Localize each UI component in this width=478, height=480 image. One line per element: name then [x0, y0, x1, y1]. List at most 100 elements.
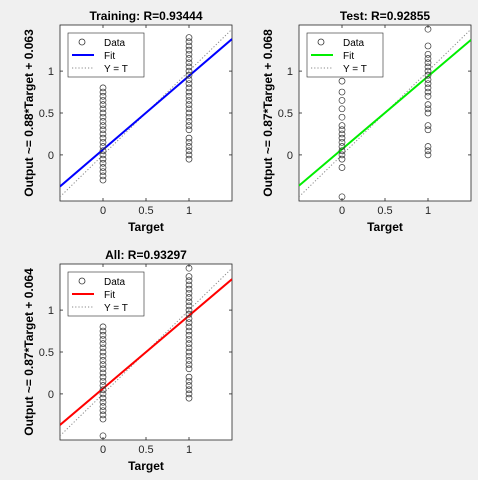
data-point: [424, 50, 432, 58]
x-tick-label: 0: [339, 205, 345, 217]
data-point: [185, 38, 193, 46]
data-point: [99, 415, 107, 423]
data-point: [338, 143, 346, 150]
data-point: [185, 336, 193, 343]
data-point: [338, 151, 346, 159]
data-point: [99, 105, 107, 113]
data-point: [185, 92, 193, 100]
data-point: [185, 155, 193, 163]
data-point: [99, 109, 107, 117]
legend: Data Fit Y = T: [306, 32, 384, 78]
data-point: [185, 382, 193, 389]
legend-fit-label: Fit: [104, 51, 115, 62]
data-point: [99, 92, 107, 100]
data-point: [185, 390, 193, 398]
legend: Data Fit Y = T: [67, 271, 145, 317]
data-point: [424, 59, 432, 67]
legend-data-label: Data: [104, 38, 126, 49]
data-point: [99, 344, 107, 352]
data-point: [99, 357, 107, 364]
y-tick-label: 1: [287, 66, 293, 78]
data-point: [99, 147, 107, 155]
data-point: [99, 155, 107, 163]
data-point: [185, 50, 193, 58]
data-point: [338, 88, 346, 96]
data-point: [99, 323, 107, 331]
plot-title: All: R=0.93297: [105, 248, 187, 262]
data-point: [99, 122, 107, 129]
data-point: [99, 331, 107, 339]
legend: Data Fit Y = T: [67, 32, 145, 78]
data-point: [185, 84, 193, 92]
data-point: [99, 377, 107, 385]
y-tick-label: 0: [287, 150, 293, 162]
legend-fit-label: Fit: [343, 51, 354, 62]
data-point: [185, 118, 193, 125]
data-point: [99, 382, 107, 389]
data-point: [185, 348, 193, 356]
data-point: [424, 105, 432, 113]
data-point: [99, 130, 107, 138]
data-point: [185, 126, 193, 134]
data-point: [185, 80, 193, 88]
y-tick-label: 0.5: [39, 108, 54, 120]
data-point: [185, 122, 193, 129]
data-point: [99, 118, 107, 125]
data-point: [338, 147, 346, 155]
data-point: [185, 365, 193, 373]
legend-data-marker: [317, 38, 325, 46]
y-axis-label: Output ~= 0.87*Target + 0.064: [22, 268, 36, 436]
data-point: [99, 327, 107, 335]
legend-data-marker: [78, 38, 86, 46]
data-point: [338, 130, 346, 138]
plot-1: 0 0.5 1 0 0.5 1 Training: R=0.93444 Target Outpu…: [22, 9, 233, 234]
data-point: [424, 92, 432, 100]
plot-title: Training: R=0.93444: [89, 9, 202, 23]
data-point: [185, 71, 193, 79]
data-point: [338, 105, 346, 113]
fit-line: [299, 39, 471, 187]
data-point: [99, 101, 107, 108]
data-point: [424, 71, 432, 79]
data-point: [338, 138, 346, 146]
data-point: [185, 352, 193, 360]
x-tick-label: 0.5: [138, 444, 153, 456]
data-point: [338, 122, 346, 129]
data-point: [185, 88, 193, 96]
data-point: [185, 315, 193, 322]
data-point: [185, 281, 193, 289]
data-point: [185, 386, 193, 394]
y-axis-label: Output ~= 0.88*Target + 0.063: [22, 29, 36, 197]
data-point: [185, 361, 193, 368]
data-point: [185, 46, 193, 54]
y-tick-label: 0: [48, 150, 54, 162]
data-point: [185, 134, 193, 142]
data-point: [338, 77, 346, 85]
x-tick-label: 1: [186, 444, 192, 456]
data-point: [185, 143, 193, 150]
data-point: [99, 138, 107, 146]
plot-title: Test: R=0.92855: [340, 9, 430, 23]
data-point: [99, 168, 107, 176]
x-tick-label: 0.5: [377, 205, 392, 217]
legend-box: [67, 32, 145, 78]
data-point: [185, 373, 193, 381]
data-point: [185, 113, 193, 121]
x-axis-label: Target: [128, 220, 164, 234]
data-point: [185, 277, 193, 285]
data-point: [99, 97, 107, 104]
data-point: [185, 63, 193, 71]
data-point: [99, 398, 107, 406]
fit-line: [60, 38, 232, 188]
data-point: [185, 105, 193, 113]
x-axis-label: Target: [367, 220, 403, 234]
y-tick-label: 0: [48, 389, 54, 401]
data-point: [185, 109, 193, 117]
legend-identity-label: Y = T: [104, 303, 128, 314]
data-point: [424, 55, 432, 62]
y-tick-label: 0.5: [39, 347, 54, 359]
data-point: [185, 377, 193, 385]
data-point: [185, 319, 193, 327]
data-point: [338, 113, 346, 121]
